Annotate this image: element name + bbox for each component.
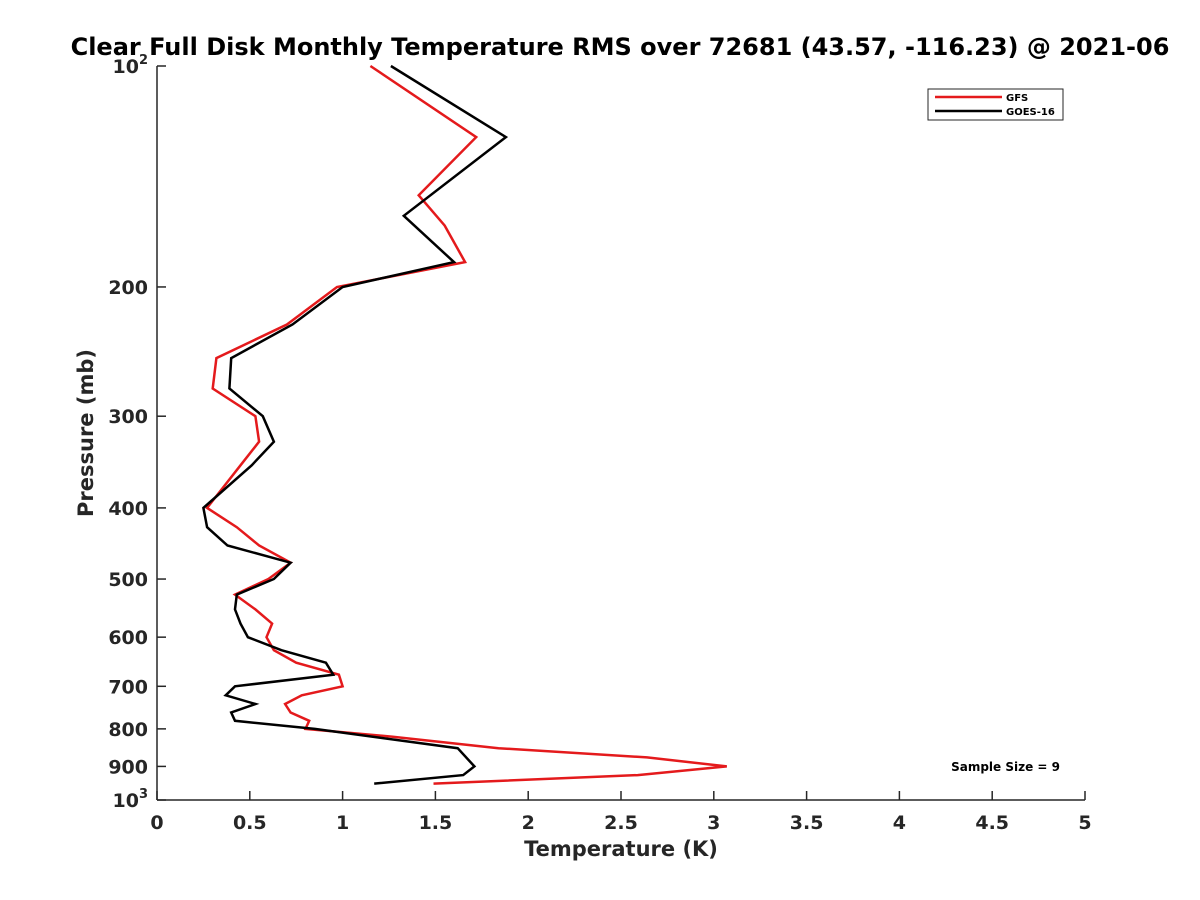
y-tick-label-900: 900 — [108, 756, 148, 778]
x-tick-label-3: 3 — [707, 812, 720, 834]
x-tick-label-2-5: 2.5 — [604, 812, 638, 834]
x-axis-label: Temperature (K) — [524, 837, 718, 861]
x-tick-label-2: 2 — [522, 812, 535, 834]
y-tick-label-500: 500 — [108, 569, 148, 591]
x-tick-label-0: 0 — [150, 812, 163, 834]
y-axis-label: Pressure (mb) — [74, 349, 98, 517]
y-tick-label-1000: 103 — [113, 787, 149, 812]
x-tick-label-1: 1 — [336, 812, 349, 834]
legend-box — [927, 88, 1064, 121]
y-tick-label-300: 300 — [108, 406, 148, 428]
x-tick-label-4: 4 — [893, 812, 906, 834]
series-line-gfs — [205, 64, 727, 785]
series-line-goes-16 — [202, 64, 509, 785]
legend-label-gfs: GFS — [1006, 93, 1028, 104]
chart-title: Clear Full Disk Monthly Temperature RMS … — [71, 33, 1170, 61]
x-tick-label-5: 5 — [1078, 812, 1091, 834]
y-ticks: 102 200 300 400 500 600 700 800 900 103 — [108, 53, 166, 812]
y-tick-label-600: 600 — [108, 627, 148, 649]
series-layer — [202, 64, 727, 785]
x-tick-label-0-5: 0.5 — [233, 812, 267, 834]
y-tick-label-100: 102 — [113, 53, 149, 78]
sample-size-annotation: Sample Size = 9 — [951, 760, 1060, 774]
x-tick-label-1-5: 1.5 — [419, 812, 453, 834]
y-tick-label-200: 200 — [108, 277, 148, 299]
legend: GFS GOES-16 — [927, 88, 1064, 121]
y-tick-label-700: 700 — [108, 676, 148, 698]
x-tick-label-4-5: 4.5 — [975, 812, 1009, 834]
x-ticks: 0 0.5 1 1.5 2 2.5 3 3.5 4 4.5 5 — [150, 791, 1092, 834]
y-tick-label-400: 400 — [108, 498, 148, 520]
axes-layer — [156, 66, 1085, 801]
legend-label-goes-16: GOES-16 — [1006, 107, 1055, 118]
y-tick-label-800: 800 — [108, 719, 148, 741]
x-tick-label-3-5: 3.5 — [790, 812, 824, 834]
